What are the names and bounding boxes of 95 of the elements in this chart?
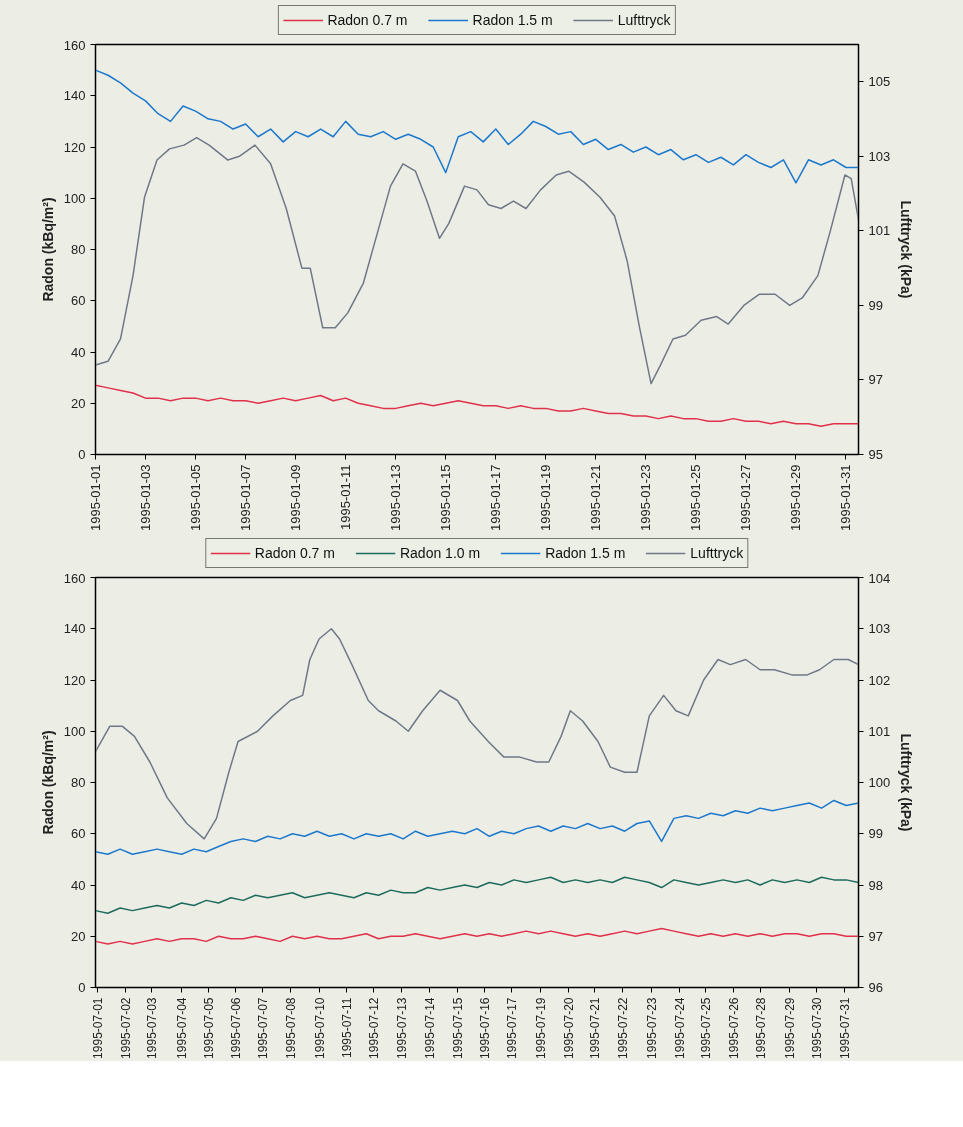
- y-tick-label: 160: [63, 570, 86, 586]
- x-tick-label: 1995-07-17: [505, 997, 520, 1059]
- x-tick-label: 1995-01-23: [638, 464, 654, 531]
- x-tick-label: 1995-07-01: [91, 997, 106, 1059]
- y2-tick-label: 100: [868, 775, 891, 790]
- x-tick-label: 1995-07-08: [283, 997, 298, 1059]
- y2-tick-label: 96: [868, 980, 883, 995]
- x-tick-label: 1995-07-15: [451, 997, 466, 1059]
- legend-label: Radon 0.7 m: [254, 545, 335, 561]
- y-tick-label: 140: [63, 621, 86, 637]
- x-tick-label: 1995-07-19: [534, 997, 549, 1059]
- x-tick-label: 1995-01-15: [438, 464, 454, 531]
- line-series: [95, 876, 859, 914]
- y-tick-label: 140: [63, 88, 86, 104]
- y-tick-label: 20: [71, 395, 86, 411]
- line-series: [95, 136, 859, 385]
- y-tick-label: 120: [63, 672, 86, 688]
- y-tick-label: 60: [71, 293, 86, 309]
- x-tick-label: 1995-07-28: [753, 997, 768, 1059]
- x-tick-label: 1995-01-25: [688, 464, 704, 531]
- x-tick-label: 1995-07-23: [644, 997, 659, 1059]
- x-tick-label: 1995-01-11: [338, 464, 354, 531]
- legend-label: Radon 1.5 m: [545, 545, 626, 561]
- y2-tick-label: 98: [868, 877, 883, 893]
- x-tick-label: 1995-07-24: [672, 997, 687, 1059]
- y-tick-label: 20: [71, 928, 86, 944]
- x-tick-label: 1995-01-19: [538, 464, 554, 531]
- legend-label: Lufttryck: [617, 12, 671, 28]
- line-series: [95, 927, 859, 945]
- x-tick-label: 1995-01-17: [488, 464, 504, 531]
- y-tick-label: 40: [71, 877, 86, 893]
- y-axis-title: Radon (kBq/m²): [39, 197, 56, 302]
- y2-tick-label: 101: [868, 223, 891, 239]
- x-tick-label: 1995-07-25: [699, 997, 714, 1059]
- x-tick-label: 1995-07-04: [175, 997, 190, 1059]
- x-tick-label: 1995-07-14: [423, 997, 438, 1059]
- y2-tick-label: 101: [868, 723, 891, 739]
- x-tick-label: 1995-01-09: [288, 464, 304, 531]
- line-series: [95, 69, 859, 184]
- y2-tick-label: 97: [868, 372, 883, 388]
- y-tick-label: 160: [63, 37, 86, 53]
- x-tick-label: 1995-07-07: [256, 997, 271, 1059]
- y-tick-label: 80: [71, 242, 86, 257]
- x-tick-label: 1995-07-11: [340, 997, 355, 1058]
- y-tick-label: 100: [63, 190, 86, 206]
- x-tick-label: 1995-07-12: [366, 997, 381, 1059]
- legend-label: Lufttryck: [690, 545, 744, 561]
- y2-tick-label: 97: [868, 928, 883, 944]
- y-tick-label: 80: [71, 775, 86, 790]
- y-tick-label: 0: [78, 980, 86, 995]
- y2-axis-title: Lufttryck (kPa): [898, 733, 915, 832]
- x-tick-label: 1995-01-29: [788, 464, 804, 531]
- x-tick-label: 1995-01-31: [838, 464, 854, 531]
- y2-tick-label: 99: [868, 826, 883, 842]
- y-tick-label: 100: [63, 723, 86, 739]
- x-tick-label: 1995-07-02: [118, 997, 133, 1059]
- x-tick-label: 1995-01-21: [588, 464, 604, 531]
- x-tick-label: 1995-07-26: [726, 997, 741, 1059]
- y2-tick-label: 105: [868, 74, 891, 90]
- legend-label: Radon 1.0 m: [399, 545, 481, 561]
- x-tick-label: 1995-07-10: [312, 997, 327, 1059]
- y2-tick-label: 95: [868, 447, 883, 462]
- x-tick-label: 1995-07-21: [588, 997, 603, 1059]
- x-tick-label: 1995-01-27: [738, 464, 754, 531]
- y-tick-label: 120: [63, 139, 86, 155]
- y2-tick-label: 103: [868, 621, 891, 637]
- y2-tick-label: 103: [868, 148, 891, 164]
- line-series: [95, 628, 859, 840]
- x-tick-label: 1995-01-05: [188, 464, 204, 531]
- x-tick-label: 1995-07-03: [145, 997, 160, 1059]
- x-tick-label: 1995-07-20: [561, 997, 576, 1059]
- legend-label: Radon 0.7 m: [327, 12, 408, 28]
- line-series: [95, 384, 859, 428]
- y2-tick-label: 104: [868, 570, 891, 586]
- y-axis-title: Radon (kBq/m²): [39, 730, 56, 835]
- x-tick-label: 1995-01-01: [88, 464, 103, 531]
- y-tick-label: 40: [71, 344, 86, 360]
- x-tick-label: 1995-07-06: [229, 997, 244, 1059]
- y2-tick-label: 99: [868, 297, 883, 313]
- x-tick-label: 1995-07-13: [394, 997, 409, 1059]
- x-tick-label: 1995-07-31: [837, 997, 852, 1059]
- y2-axis-title: Lufttryck (kPa): [898, 200, 915, 299]
- x-tick-label: 1995-01-13: [388, 464, 404, 531]
- x-tick-label: 1995-01-07: [238, 464, 254, 531]
- x-tick-label: 1995-07-22: [616, 997, 631, 1059]
- x-tick-label: 1995-07-29: [783, 997, 798, 1059]
- x-tick-label: 1995-07-30: [809, 997, 824, 1059]
- line-series: [95, 799, 859, 855]
- y-tick-label: 60: [71, 826, 86, 842]
- x-tick-label: 1995-07-16: [477, 997, 492, 1059]
- x-tick-label: 1995-07-05: [201, 997, 216, 1059]
- y2-tick-label: 102: [868, 672, 891, 688]
- y-tick-label: 0: [78, 447, 86, 462]
- x-tick-label: 1995-01-03: [138, 464, 154, 531]
- legend-label: Radon 1.5 m: [472, 12, 553, 28]
